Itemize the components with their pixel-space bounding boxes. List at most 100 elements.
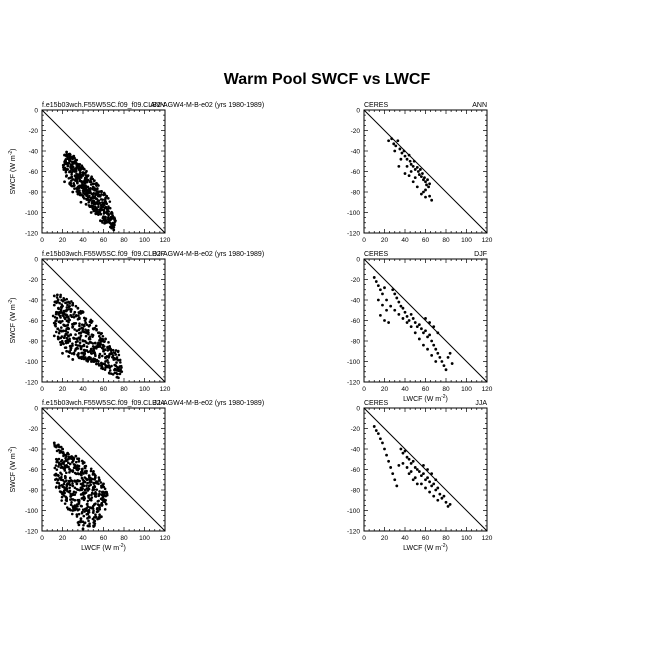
scatter-point [62, 166, 65, 169]
scatter-point [68, 182, 72, 186]
scatter-point [68, 170, 71, 174]
scatter-point [65, 464, 68, 467]
x-tick-label: 80 [442, 237, 450, 244]
scatter-point [77, 186, 81, 190]
scatter-point [71, 479, 74, 483]
scatter-point [76, 472, 80, 475]
scatter-point [407, 472, 411, 475]
scatter-point [420, 192, 423, 196]
scatter-point [428, 480, 431, 484]
scatter-point [442, 494, 446, 498]
scatter-point [417, 470, 421, 473]
scatter-point [100, 502, 103, 506]
scatter-point [411, 459, 415, 463]
scatter-point [420, 474, 423, 478]
scatter-point [77, 314, 80, 317]
scatter-point [83, 510, 86, 513]
scatter-point [96, 194, 100, 198]
scatter-point [98, 506, 101, 509]
scatter-point [52, 441, 56, 445]
scatter-point [405, 315, 409, 318]
scatter-point [446, 356, 450, 359]
scatter-point [103, 193, 107, 196]
scatter-point [102, 485, 106, 489]
scatter-point [77, 459, 81, 463]
scatter-point [104, 498, 107, 502]
scatter-point [71, 457, 75, 461]
scatter-point [95, 492, 98, 496]
scatter-point [68, 159, 72, 162]
scatter-point [111, 356, 114, 359]
scatter-point [112, 351, 116, 354]
scatter-point [70, 156, 74, 160]
scatter-point [63, 346, 67, 349]
scatter-point [434, 478, 438, 482]
scatter-point [69, 344, 73, 348]
scatter-point [71, 190, 75, 194]
scatter-point [65, 315, 68, 319]
scatter-point [89, 498, 93, 502]
scatter-point [67, 305, 71, 309]
x-tick-label: 100 [461, 237, 472, 244]
scatter-point [91, 477, 94, 481]
scatter-point [59, 445, 63, 449]
x-tick-label: 100 [139, 535, 150, 542]
scatter-point [376, 284, 380, 288]
scatter-point [72, 315, 76, 319]
scatter-point [79, 312, 83, 315]
y-tick-label: -20 [29, 277, 39, 284]
y-tick-label: -40 [351, 297, 361, 304]
plot-area [364, 110, 487, 233]
y-tick-label: -100 [347, 210, 360, 217]
scatter-point [114, 371, 118, 375]
scatter-point [448, 351, 452, 355]
scatter-point [398, 147, 402, 151]
scatter-point [77, 356, 81, 359]
scatter-point [97, 516, 101, 520]
scatter-point [93, 494, 97, 498]
scatter-point [91, 486, 95, 490]
scatter-point [73, 479, 77, 483]
scatter-point [115, 375, 119, 379]
scatter-point [98, 478, 101, 482]
y-tick-label: 0 [356, 256, 360, 263]
x-axis-label: LWCF (W m-2) [403, 394, 448, 403]
scatter-point [115, 356, 119, 359]
scatter-point [102, 490, 105, 494]
scatter-point [81, 520, 85, 524]
scatter-point [70, 171, 74, 174]
scatter-point [65, 496, 68, 500]
x-tick-label: 100 [461, 535, 472, 542]
scatter-point [97, 205, 100, 209]
scatter-point [90, 506, 93, 510]
scatter-point [82, 357, 86, 361]
scatter-point [70, 500, 73, 504]
y-tick-label: -40 [29, 446, 39, 453]
scatter-point [74, 333, 77, 336]
scatter-point [71, 505, 75, 508]
scatter-point [91, 335, 94, 338]
scatter-point [70, 173, 73, 176]
y-tick-label: -80 [29, 189, 39, 196]
scatter-point [75, 329, 79, 333]
scatter-point [110, 210, 113, 214]
scatter-point [68, 468, 72, 471]
scatter-point [68, 351, 72, 354]
scatter-point [61, 319, 64, 323]
scatter-point [415, 468, 419, 471]
scatter-point [79, 482, 83, 486]
scatter-point [420, 482, 423, 486]
scatter-point [405, 321, 409, 324]
scatter-point [409, 325, 413, 329]
scatter-point [59, 316, 62, 319]
scatter-point [425, 183, 428, 187]
scatter-point [379, 288, 382, 292]
scatter-point [403, 154, 407, 158]
scatter-point [372, 276, 376, 279]
scatter-point [102, 345, 106, 348]
scatter-point [95, 197, 98, 201]
scatter-point [113, 367, 117, 371]
scatter-point [80, 511, 84, 515]
scatter-point [74, 491, 78, 494]
scatter-point [80, 459, 84, 463]
